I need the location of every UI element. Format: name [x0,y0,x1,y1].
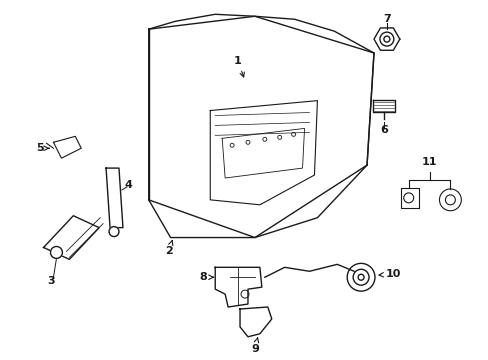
Circle shape [439,189,460,211]
Polygon shape [215,267,262,307]
Text: 8: 8 [199,272,213,282]
Circle shape [357,274,364,280]
Circle shape [383,36,389,42]
Polygon shape [372,100,394,112]
Circle shape [50,247,62,258]
Text: 6: 6 [379,125,387,135]
Text: 3: 3 [48,276,55,286]
Text: 7: 7 [382,14,390,24]
Circle shape [445,195,454,205]
Polygon shape [43,216,99,260]
Circle shape [241,290,248,298]
Text: 1: 1 [234,56,244,77]
Text: 2: 2 [164,240,173,256]
Polygon shape [373,28,399,50]
Circle shape [109,227,119,237]
Polygon shape [106,168,122,228]
Circle shape [352,269,368,285]
Text: 10: 10 [378,269,401,279]
Polygon shape [53,136,81,158]
Circle shape [379,32,393,46]
Polygon shape [400,188,418,208]
Text: 11: 11 [421,157,436,167]
Text: 5: 5 [36,143,49,153]
Circle shape [346,264,374,291]
Text: 4: 4 [125,180,133,190]
Circle shape [403,193,413,203]
Polygon shape [240,307,271,337]
Text: 9: 9 [250,338,258,354]
